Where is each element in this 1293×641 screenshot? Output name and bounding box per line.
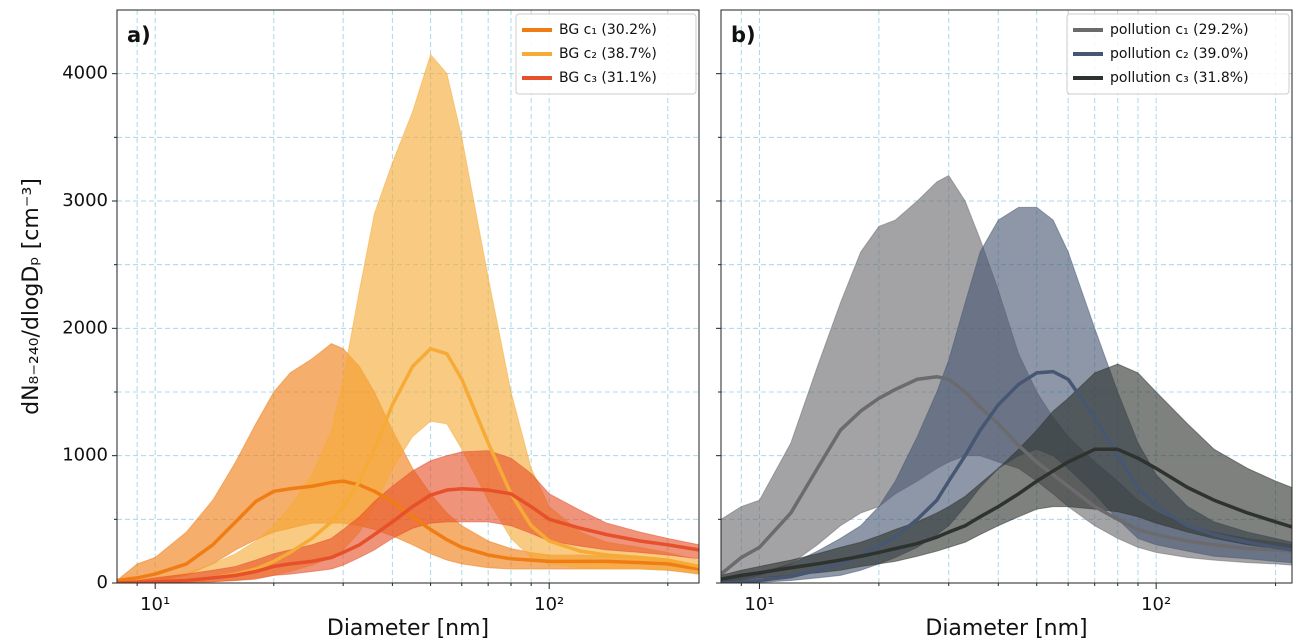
x-tick-label: 10²	[1141, 594, 1171, 615]
y-tick-label: 1000	[62, 445, 108, 466]
legend-box	[1066, 13, 1290, 95]
median-line	[721, 447, 1292, 581]
legend-label: pollution c₂ (39.0%)	[1110, 46, 1249, 62]
median-line	[721, 369, 1292, 583]
plot-area	[721, 10, 1292, 583]
axes-frame	[116, 9, 700, 584]
x-axis-label: Diameter [nm]	[925, 616, 1087, 641]
legend-label: BG c₃ (31.1%)	[559, 70, 657, 86]
panel-label: b)	[731, 23, 756, 47]
axes-frame	[720, 9, 1293, 584]
plot-area	[117, 10, 699, 583]
median-line	[117, 479, 699, 583]
legend-label: BG c₁ (30.2%)	[559, 22, 657, 38]
x-tick-label: 10¹	[744, 594, 774, 615]
band	[721, 363, 1292, 583]
y-tick-label: 3000	[62, 190, 108, 211]
x-tick-label: 10²	[534, 594, 564, 615]
y-axis-label: dN₈₋₂₄₀/dlogDₚ [cm⁻³]	[19, 178, 44, 415]
band	[117, 450, 699, 583]
x-axis-label: Diameter [nm]	[327, 616, 489, 641]
legend-box	[515, 13, 697, 95]
y-tick-label: 2000	[62, 317, 108, 338]
panel-label: a)	[127, 23, 151, 47]
y-tick-label: 0	[97, 572, 108, 593]
legend-label: pollution c₁ (29.2%)	[1110, 22, 1249, 38]
legend-label: BG c₂ (38.7%)	[559, 46, 657, 62]
x-tick-label: 10¹	[140, 594, 170, 615]
median-line	[117, 487, 699, 583]
legend-label: pollution c₃ (31.8%)	[1110, 70, 1249, 86]
y-tick-label: 4000	[62, 63, 108, 84]
